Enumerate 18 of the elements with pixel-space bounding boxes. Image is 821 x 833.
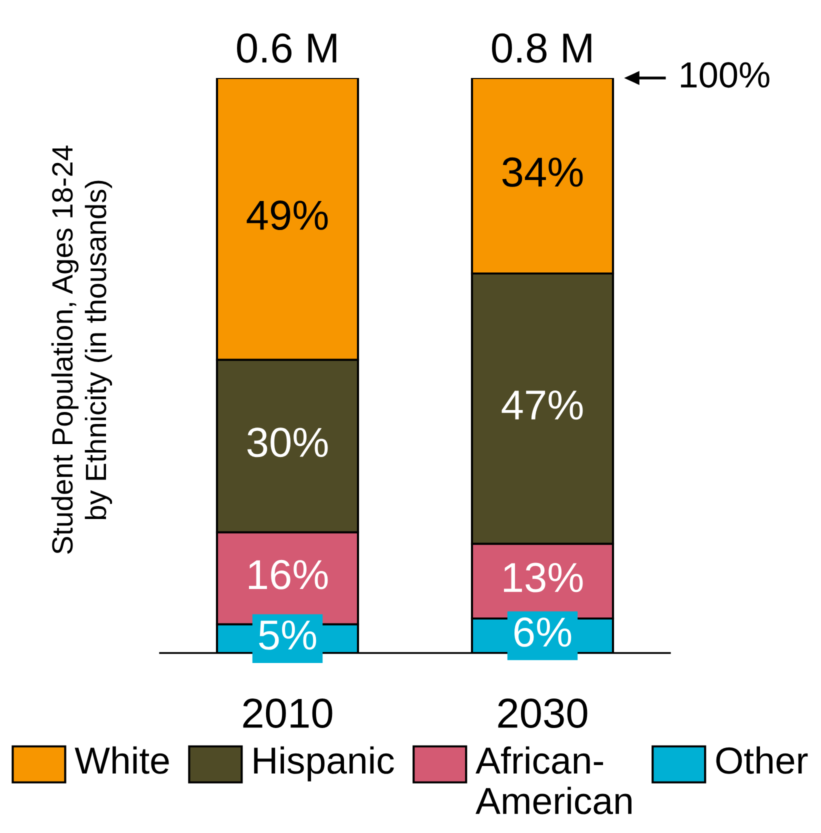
legend-label: African- American (476, 746, 632, 814)
data-label: 13% (504, 562, 583, 592)
data-label: 49% (246, 200, 328, 230)
x-tick-label: 2010 (243, 698, 332, 728)
legend-label: Hispanic (254, 746, 394, 782)
legend-label: White (74, 746, 169, 774)
data-label: 6% (514, 617, 572, 647)
data-label: 34% (502, 157, 583, 187)
data-label: 16% (248, 560, 328, 590)
data-label: 5% (259, 620, 316, 650)
y-axis-title: Student Population, Ages 18-24 by Ethnicity (in thousands) (51, 146, 112, 554)
legend-label: Other (716, 746, 808, 774)
text: 100% (681, 62, 770, 88)
x-tick-label: 2030 (498, 698, 588, 728)
data-label: 47% (502, 390, 583, 420)
annotation: 0.6 M (237, 33, 336, 63)
annotation: 0.8 M (492, 33, 592, 63)
data-label: 30% (247, 428, 328, 458)
